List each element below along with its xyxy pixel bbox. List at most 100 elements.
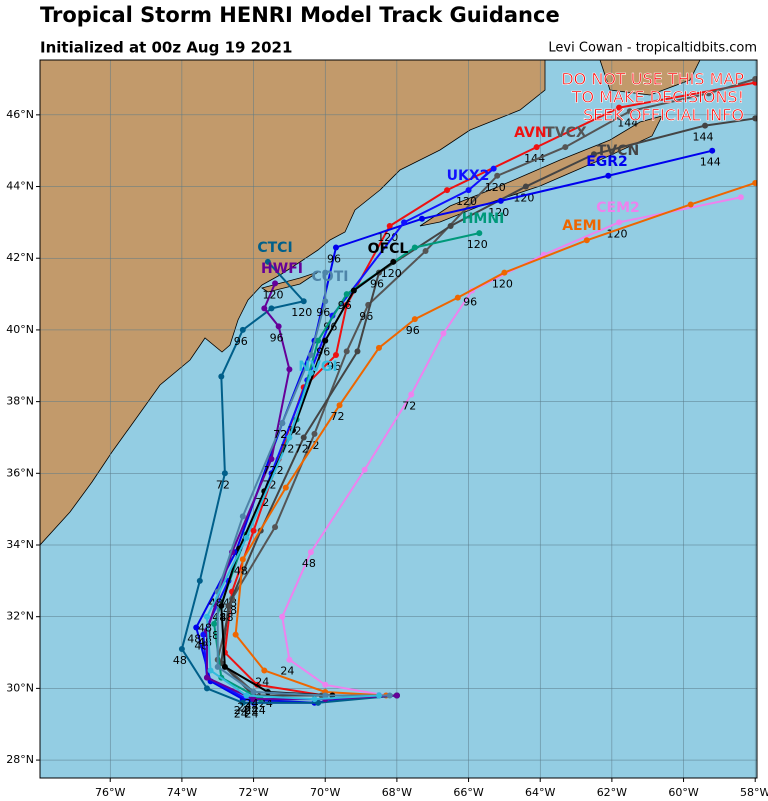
hour-label: 24 bbox=[245, 697, 259, 710]
x-tick-label: 74°W bbox=[167, 786, 197, 799]
track-point bbox=[447, 222, 454, 229]
track-name: CTCI bbox=[257, 240, 292, 256]
track-point bbox=[494, 172, 501, 179]
hour-label: 96 bbox=[270, 331, 284, 344]
hour-label: 144 bbox=[700, 156, 721, 169]
track-name: AVNI bbox=[514, 125, 552, 141]
hour-label: 96 bbox=[406, 324, 420, 337]
track-point bbox=[196, 577, 203, 584]
track-point bbox=[361, 466, 368, 473]
track-point bbox=[300, 434, 307, 441]
y-tick-label: 32°N bbox=[6, 610, 34, 623]
track-point bbox=[444, 187, 451, 194]
y-tick-label: 44°N bbox=[6, 180, 34, 193]
track-line bbox=[281, 196, 742, 697]
track-point bbox=[583, 237, 590, 244]
track-name: HMNI bbox=[462, 211, 505, 227]
hour-label: 48 bbox=[302, 557, 316, 570]
track-point bbox=[350, 287, 357, 294]
track-point bbox=[239, 699, 246, 706]
credit: Levi Cowan - tropicaltidbits.com bbox=[548, 41, 757, 56]
x-tick-label: 58°W bbox=[740, 786, 768, 799]
track-point bbox=[687, 201, 694, 208]
track-point bbox=[375, 344, 382, 351]
hour-label: 120 bbox=[377, 231, 398, 244]
track-point bbox=[702, 122, 709, 129]
x-tick-label: 70°W bbox=[310, 786, 340, 799]
track-line bbox=[205, 372, 380, 701]
track-point bbox=[243, 692, 250, 699]
x-tick-label: 66°W bbox=[453, 786, 483, 799]
track-point bbox=[497, 197, 504, 204]
track-point bbox=[243, 534, 250, 541]
x-tick-label: 64°W bbox=[525, 786, 555, 799]
hour-label: 48 bbox=[194, 640, 208, 653]
track-point bbox=[590, 151, 597, 158]
track-point bbox=[465, 187, 472, 194]
hour-label: 48 bbox=[234, 564, 248, 577]
track-point bbox=[626, 108, 633, 115]
track-point bbox=[307, 369, 314, 376]
track-point bbox=[264, 258, 271, 265]
track-point bbox=[315, 337, 322, 344]
y-tick-label: 38°N bbox=[6, 395, 34, 408]
hour-label: 96 bbox=[370, 278, 384, 291]
track-point bbox=[616, 104, 623, 111]
y-tick-label: 36°N bbox=[6, 466, 34, 479]
track-point bbox=[386, 692, 393, 699]
track-point bbox=[411, 244, 418, 251]
y-tick-label: 34°N bbox=[6, 538, 34, 551]
track-point bbox=[401, 219, 408, 226]
track-point bbox=[211, 620, 218, 627]
hour-label: 120 bbox=[381, 267, 402, 280]
y-tick-label: 42°N bbox=[6, 251, 34, 264]
hour-label: 24 bbox=[252, 704, 266, 717]
hour-label: 72 bbox=[280, 442, 294, 455]
track-point bbox=[279, 613, 286, 620]
x-tick-label: 72°W bbox=[238, 786, 268, 799]
track-point bbox=[343, 291, 350, 298]
track-line bbox=[216, 272, 390, 697]
track-point bbox=[225, 602, 232, 609]
track-name: OFCL bbox=[368, 241, 409, 257]
track-point bbox=[272, 280, 279, 287]
track-point bbox=[336, 402, 343, 409]
track-point bbox=[752, 115, 757, 122]
track-line bbox=[220, 117, 756, 697]
track-point bbox=[332, 352, 339, 359]
warning: TO MAKE DECISIONS! bbox=[571, 88, 744, 107]
frame bbox=[39, 59, 758, 779]
track-point bbox=[272, 524, 279, 531]
hour-label: 48 bbox=[198, 622, 212, 635]
track-name: NVGI bbox=[298, 359, 337, 375]
track-point bbox=[440, 330, 447, 337]
hour-label: 72 bbox=[273, 428, 287, 441]
hour-label: 24 bbox=[280, 665, 294, 678]
track-point bbox=[562, 144, 569, 151]
track-point bbox=[490, 165, 497, 172]
track-point bbox=[250, 696, 257, 703]
track-point bbox=[343, 348, 350, 355]
hour-label: 120 bbox=[467, 238, 488, 251]
track-point bbox=[286, 366, 293, 373]
track-point bbox=[709, 147, 716, 154]
track-point bbox=[218, 602, 225, 609]
track-point bbox=[705, 90, 712, 97]
track-point bbox=[411, 316, 418, 323]
track-point bbox=[322, 692, 329, 699]
track-point bbox=[261, 305, 268, 312]
track-point bbox=[476, 230, 483, 237]
y-tick-label: 40°N bbox=[6, 323, 34, 336]
track-point bbox=[322, 298, 329, 305]
hour-label: 96 bbox=[316, 306, 330, 319]
track-point bbox=[307, 352, 314, 359]
hour-label: 96 bbox=[316, 346, 330, 359]
track-line bbox=[180, 261, 397, 704]
track-point bbox=[408, 391, 415, 398]
hour-label: 96 bbox=[234, 335, 248, 348]
y-tick-label: 28°N bbox=[6, 753, 34, 766]
x-tick-label: 68°W bbox=[382, 786, 412, 799]
hour-label: 144 bbox=[693, 131, 714, 144]
track-point bbox=[322, 337, 329, 344]
